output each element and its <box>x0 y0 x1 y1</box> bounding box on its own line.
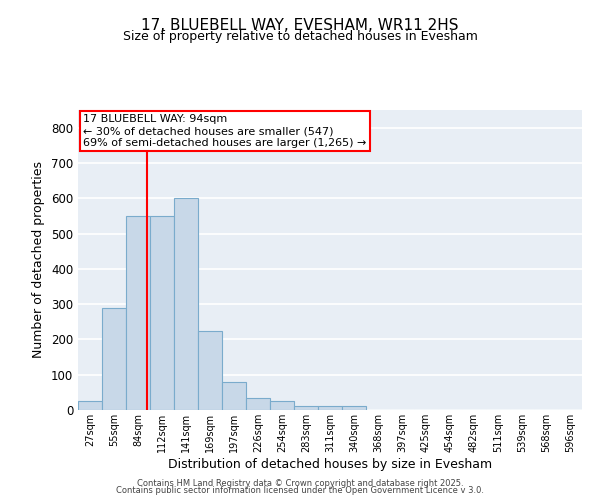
Text: Contains public sector information licensed under the Open Government Licence v : Contains public sector information licen… <box>116 486 484 495</box>
Bar <box>246 398 270 410</box>
Text: 17 BLUEBELL WAY: 94sqm
← 30% of detached houses are smaller (547)
69% of semi-de: 17 BLUEBELL WAY: 94sqm ← 30% of detached… <box>83 114 367 148</box>
X-axis label: Distribution of detached houses by size in Evesham: Distribution of detached houses by size … <box>168 458 492 470</box>
Bar <box>222 382 246 410</box>
Bar <box>174 198 198 410</box>
Bar <box>270 401 294 410</box>
Bar <box>318 406 342 410</box>
Bar <box>342 406 366 410</box>
Y-axis label: Number of detached properties: Number of detached properties <box>32 162 46 358</box>
Text: 17, BLUEBELL WAY, EVESHAM, WR11 2HS: 17, BLUEBELL WAY, EVESHAM, WR11 2HS <box>141 18 459 32</box>
Bar <box>294 406 318 410</box>
Bar <box>102 308 126 410</box>
Bar <box>198 330 222 410</box>
Text: Size of property relative to detached houses in Evesham: Size of property relative to detached ho… <box>122 30 478 43</box>
Bar <box>78 401 102 410</box>
Bar <box>126 216 150 410</box>
Text: Contains HM Land Registry data © Crown copyright and database right 2025.: Contains HM Land Registry data © Crown c… <box>137 478 463 488</box>
Bar <box>150 216 174 410</box>
